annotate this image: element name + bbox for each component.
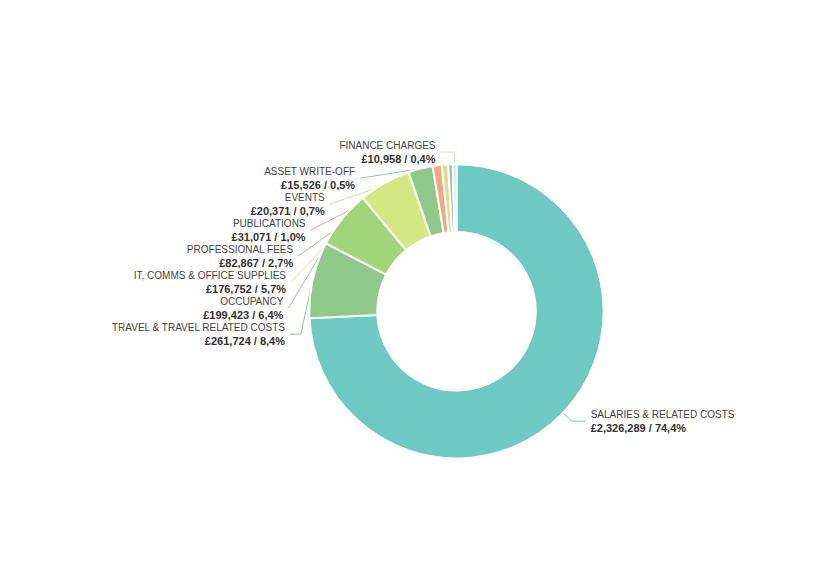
svg-text:£2,326,289 / 74,4%: £2,326,289 / 74,4% [591, 422, 687, 434]
svg-text:£261,724 / 8,4%: £261,724 / 8,4% [205, 335, 285, 347]
svg-text:£31,071 / 1,0%: £31,071 / 1,0% [232, 231, 306, 243]
svg-text:IT, COMMS & OFFICE SUPPLIES: IT, COMMS & OFFICE SUPPLIES [134, 270, 287, 281]
svg-text:OCCUPANCY: OCCUPANCY [220, 296, 283, 307]
svg-text:£199,423 / 6,4%: £199,423 / 6,4% [203, 309, 283, 321]
svg-text:ASSET WRITE-OFF: ASSET WRITE-OFF [264, 166, 355, 177]
svg-text:£10,958 / 0,4%: £10,958 / 0,4% [361, 153, 435, 165]
svg-text:£82,867 / 2,7%: £82,867 / 2,7% [219, 257, 293, 269]
svg-text:EVENTS: EVENTS [285, 192, 325, 203]
svg-text:TRAVEL & TRAVEL RELATED COSTS: TRAVEL & TRAVEL RELATED COSTS [112, 322, 285, 333]
svg-text:£176,752 / 5,7%: £176,752 / 5,7% [206, 283, 286, 295]
svg-text:£20,371 / 0,7%: £20,371 / 0,7% [251, 205, 325, 217]
svg-text:FINANCE CHARGES: FINANCE CHARGES [339, 140, 435, 151]
svg-text:SALARIES & RELATED COSTS: SALARIES & RELATED COSTS [591, 409, 735, 420]
svg-text:£15,526 / 0,5%: £15,526 / 0,5% [281, 179, 355, 191]
svg-text:PROFESSIONAL FEES: PROFESSIONAL FEES [187, 244, 294, 255]
svg-text:PUBLICATIONS: PUBLICATIONS [233, 218, 306, 229]
